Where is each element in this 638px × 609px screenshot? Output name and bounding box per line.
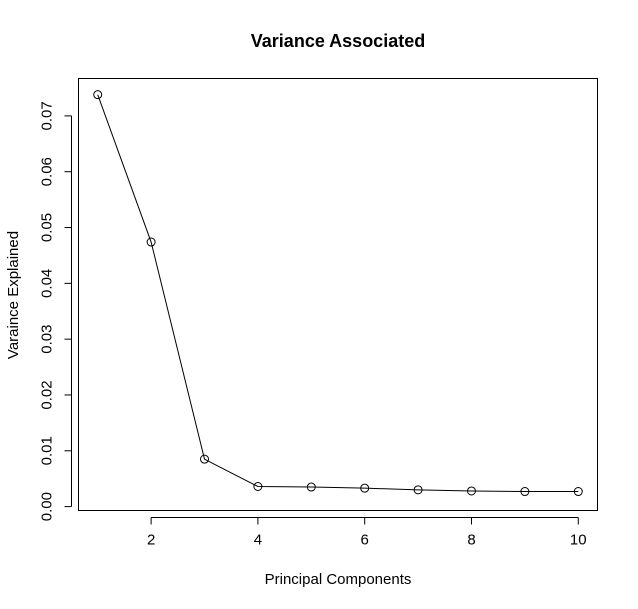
series-line (97, 94, 579, 493)
x-tick-label: 2 (147, 532, 155, 549)
y-tick-label: 0.06 (39, 157, 56, 186)
y-tick-label: 0.07 (39, 101, 56, 130)
plot-frame (78, 78, 598, 511)
data-point (306, 482, 316, 492)
y-axis-label: Varaince Explained (5, 231, 22, 359)
x-tick-label: 8 (467, 532, 475, 549)
y-axis: 0.00 0.01 0.02 0.03 0.04 0.05 0.06 0.07 (39, 101, 72, 521)
x-tick-label: 4 (254, 532, 262, 549)
series-group (93, 90, 583, 497)
y-tick-label: 0.03 (39, 325, 56, 354)
x-axis-label: Principal Components (265, 571, 412, 588)
chart-title: Variance Associated (251, 31, 425, 51)
data-point (466, 486, 476, 496)
x-tick-label: 10 (570, 532, 587, 549)
data-point (520, 487, 530, 497)
data-point (573, 487, 583, 497)
data-point (200, 454, 210, 464)
y-tick-label: 0.02 (39, 380, 56, 409)
data-point (146, 237, 156, 247)
data-point (413, 485, 423, 495)
x-axis: 2 4 6 8 10 (147, 517, 587, 549)
y-tick-label: 0.05 (39, 213, 56, 242)
x-tick-label: 6 (361, 532, 369, 549)
data-point (253, 482, 263, 491)
y-tick-label: 0.01 (39, 436, 56, 465)
data-point (93, 90, 103, 100)
y-tick-label: 0.00 (39, 492, 56, 521)
data-point (360, 483, 370, 493)
y-tick-label: 0.04 (39, 269, 56, 298)
